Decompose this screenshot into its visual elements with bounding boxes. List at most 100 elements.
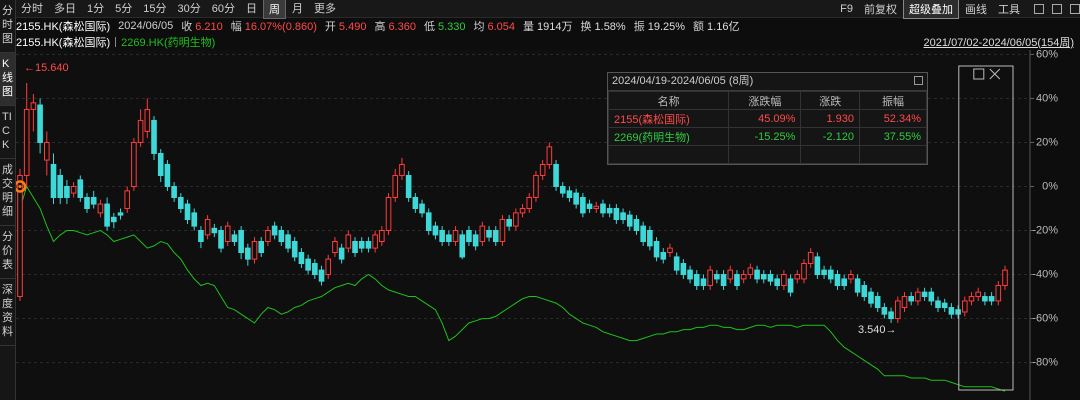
header-row: 名称 涨跌幅 涨跌 振幅 (607, 91, 928, 110)
cell (858, 145, 928, 164)
candle-body (432, 225, 439, 236)
candle-body (124, 190, 131, 209)
quote-label: 振 (633, 21, 645, 33)
tool-button[interactable]: F9 (840, 2, 853, 15)
candle-body (573, 192, 579, 205)
legend-entry[interactable]: 2269.HK(药明生物) (121, 36, 216, 49)
candle-body (928, 291, 935, 302)
quote-label: 幅 (230, 21, 242, 33)
candle-body (305, 258, 311, 271)
period-tab[interactable]: 月 (292, 2, 303, 15)
candle-body (988, 296, 995, 302)
candle-body (975, 291, 981, 298)
candle-body (647, 230, 653, 247)
candle-body (30, 102, 37, 110)
side-tab[interactable]: K线图 (0, 53, 15, 106)
tool-button[interactable]: 超级叠加 (903, 0, 959, 19)
window-button[interactable] (1070, 3, 1080, 14)
selection-close[interactable] (989, 68, 1001, 80)
candle-body (77, 179, 84, 198)
candle-body (734, 274, 740, 287)
candle-body (131, 141, 137, 187)
candle-body (392, 174, 399, 198)
candle-body (345, 234, 352, 249)
quote-label: 低 (423, 21, 435, 33)
cell (728, 145, 802, 164)
candle-body (868, 291, 874, 304)
window-button[interactable] (1034, 3, 1044, 14)
candle-body (794, 274, 801, 280)
candle-body (265, 230, 271, 243)
quote-field: 额 1.16亿 (693, 18, 739, 34)
window-button[interactable] (1052, 3, 1062, 14)
period-tab[interactable]: 15分 (143, 2, 167, 15)
candle-body (251, 241, 258, 260)
selection-icon[interactable] (973, 68, 985, 80)
side-tab[interactable]: 成交明细 (0, 159, 15, 226)
candle-body (673, 256, 680, 271)
y-tick-label: -60% (1032, 312, 1058, 324)
side-tab[interactable]: 分价表 (0, 226, 15, 279)
tool-button[interactable]: 前复权 (864, 3, 897, 16)
quote-field: 量 1914万 (523, 18, 572, 34)
side-tab[interactable]: TICK (0, 106, 15, 159)
column-header: 名称 (607, 91, 730, 110)
candle-body (278, 230, 285, 243)
candle-body (667, 247, 673, 254)
candle-body (70, 185, 77, 194)
quote-value: 16.07%(0.860) (244, 21, 317, 33)
side-tab[interactable]: 深度资料 (0, 279, 15, 346)
symbol: 2155.HK(森松国际) (16, 21, 111, 33)
quote-value: 6.054 (487, 21, 516, 33)
quote-value: 6.360 (388, 21, 416, 33)
candle-body (64, 185, 70, 198)
candle-body (834, 274, 841, 287)
candle-body (687, 269, 693, 280)
period-tab[interactable]: 更多 (314, 2, 336, 15)
candle-body (600, 203, 606, 214)
candle-body (198, 230, 204, 243)
quote-label: 开 (324, 21, 336, 33)
candle-body (633, 218, 640, 232)
period-tab[interactable]: 5分 (115, 2, 133, 15)
y-tick-label: -40% (1032, 268, 1058, 280)
period-tab[interactable]: 分时 (21, 2, 43, 15)
tool-button[interactable]: 工具 (998, 3, 1020, 16)
period-tab[interactable]: 1分 (87, 2, 105, 15)
quote-label: 额 (693, 21, 705, 33)
date-range[interactable]: 2021/07/02-2024/06/05(154周) (923, 36, 1074, 49)
candle-body (1002, 269, 1008, 287)
quote-label: 换 (580, 21, 592, 33)
candle-body (151, 119, 157, 154)
tool-button[interactable]: 画线 (965, 3, 987, 16)
quote-field: 均 6.054 (474, 18, 516, 34)
candle-body (412, 196, 419, 209)
candle-body (405, 174, 412, 198)
candle-body (727, 269, 734, 280)
period-tab[interactable]: 30分 (177, 2, 201, 15)
candle-body (23, 108, 30, 176)
quote-date: 2024/06/05 (118, 20, 174, 32)
side-tab[interactable]: 分时图 (0, 0, 15, 53)
candle-body (519, 207, 526, 214)
period-tab[interactable]: 多日 (54, 2, 76, 15)
candle-body (559, 185, 566, 194)
candle-body (754, 269, 760, 280)
candle-body (995, 285, 1002, 302)
candle-body (446, 234, 452, 243)
candle-body (955, 309, 961, 315)
candle-body (888, 311, 894, 320)
period-tab[interactable]: 周 (263, 0, 286, 19)
close-button[interactable] (914, 76, 923, 85)
candle-body (479, 225, 486, 243)
candle-body (50, 163, 57, 198)
quote-label: 收 (181, 21, 193, 33)
period-tab[interactable]: 60分 (211, 2, 235, 15)
legend-entry[interactable]: 2155.HK(森松国际) (16, 36, 111, 49)
period-tab[interactable]: 日 (246, 2, 257, 15)
candle-body (499, 218, 506, 243)
candle-body (184, 203, 191, 220)
panel-title-text: 2024/04/19-2024/06/05 (8周) (612, 75, 754, 87)
y-tick-label: -80% (1032, 356, 1058, 368)
candle-body (861, 285, 868, 298)
